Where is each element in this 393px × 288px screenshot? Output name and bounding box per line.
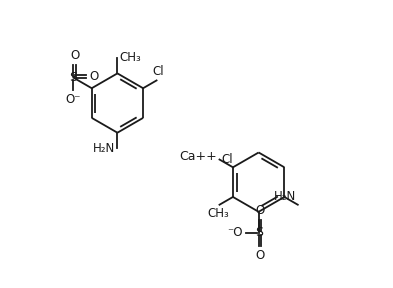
Text: O: O [89, 70, 98, 83]
Text: H₂N: H₂N [93, 142, 115, 155]
Text: Cl: Cl [152, 65, 164, 78]
Text: O: O [255, 249, 264, 262]
Text: O⁻: O⁻ [66, 93, 81, 106]
Text: ⁻O: ⁻O [228, 226, 243, 239]
Text: O: O [70, 49, 79, 62]
Text: S: S [70, 71, 77, 84]
Text: CH₃: CH₃ [207, 207, 229, 220]
Text: O: O [255, 204, 264, 217]
Text: Ca++: Ca++ [179, 150, 217, 163]
Text: CH₃: CH₃ [120, 51, 141, 64]
Text: Cl: Cl [222, 153, 233, 166]
Text: H₂N: H₂N [274, 190, 296, 203]
Text: S: S [255, 226, 263, 239]
